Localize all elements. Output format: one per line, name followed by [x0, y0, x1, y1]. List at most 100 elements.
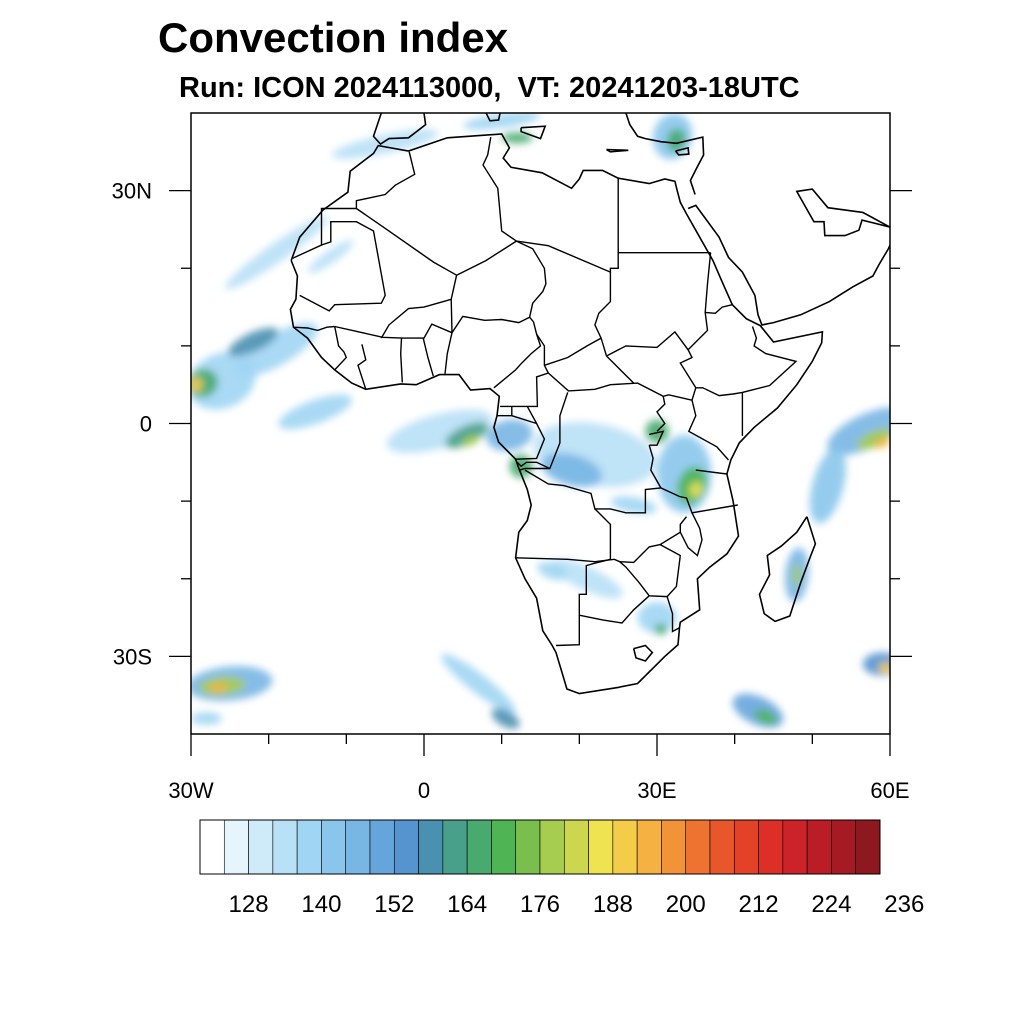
- country-border: [555, 508, 612, 647]
- coastline: [625, 113, 705, 195]
- colorbar-swatch: [612, 819, 638, 875]
- convection-patch: [486, 419, 533, 451]
- convection-patch: [235, 322, 318, 377]
- map-subtitle: Run: ICON 2024113000, VT: 20241203-18UTC: [179, 72, 800, 104]
- colorbar-label: 212: [739, 891, 779, 918]
- convection-patch: [537, 561, 567, 581]
- colorbar-swatch: [248, 819, 274, 875]
- country-border: [687, 387, 730, 461]
- colorbar-swatch: [223, 819, 249, 875]
- country-border: [648, 445, 738, 514]
- country-border: [500, 333, 550, 408]
- colorbar-swatch: [709, 819, 735, 875]
- convection-patch: [551, 559, 623, 599]
- country-border: [594, 272, 612, 357]
- convection-patch: [654, 623, 668, 635]
- colorbar-swatch: [369, 819, 395, 875]
- country-border: [547, 372, 664, 397]
- convection-patch: [191, 712, 223, 725]
- country-border: [292, 207, 357, 259]
- coastline: [372, 113, 427, 146]
- convection-patch: [809, 447, 846, 524]
- convection-patch: [308, 240, 354, 274]
- convection-patch: [441, 653, 516, 714]
- convection-patch: [541, 453, 602, 488]
- axis-ticks: [169, 189, 912, 756]
- colorbar-swatch: [321, 819, 347, 875]
- country-border: [524, 469, 661, 514]
- colorbar-label: 176: [520, 891, 560, 918]
- convection-patch: [228, 327, 279, 357]
- country-border: [687, 312, 709, 351]
- colorbar-swatch: [442, 819, 468, 875]
- colorbar-label: 140: [301, 891, 341, 918]
- convection-patch: [754, 709, 777, 725]
- colorbar-swatch: [418, 819, 444, 875]
- convection-patch: [208, 682, 228, 693]
- country-border: [544, 337, 602, 366]
- coastline: [606, 148, 629, 153]
- colorbar-swatch: [539, 819, 565, 875]
- colorbar-swatch: [563, 819, 589, 875]
- colorbar-label: 224: [811, 891, 851, 918]
- colorbar-swatch: [491, 819, 517, 875]
- country-border: [656, 396, 666, 432]
- colorbar-swatch: [806, 819, 832, 875]
- coastline: [520, 125, 547, 140]
- colorbar-swatch: [636, 819, 662, 875]
- convection-patch: [386, 409, 493, 453]
- country-border: [515, 406, 546, 460]
- colorbar-label: 128: [229, 891, 269, 918]
- colorbar-label: 188: [593, 891, 633, 918]
- convection-patch: [637, 602, 677, 634]
- lat-tick-label: 30N: [112, 179, 152, 204]
- country-border: [695, 469, 727, 475]
- coastline: [758, 516, 817, 623]
- coastline: [795, 188, 890, 237]
- convection-patch: [461, 434, 480, 447]
- convection-patch: [856, 428, 890, 450]
- country-border: [334, 323, 453, 374]
- country-borders-layer: [292, 136, 798, 647]
- colorbar-swatch: [831, 819, 857, 875]
- colorbar-label: 236: [884, 891, 924, 918]
- colorbar-label: 152: [374, 891, 414, 918]
- convection-patch: [874, 437, 890, 449]
- coastline: [289, 133, 824, 695]
- country-border: [516, 461, 551, 470]
- convection-patch: [445, 422, 489, 449]
- country-border: [663, 394, 693, 401]
- country-border: [619, 543, 682, 598]
- colorbar: 128 140 152 164 176 188 200 212 224 236: [199, 819, 924, 918]
- country-border: [606, 330, 697, 389]
- country-border: [579, 595, 650, 624]
- lat-tick-label: 30S: [113, 644, 152, 669]
- country-border: [519, 392, 569, 471]
- country-border: [355, 151, 416, 209]
- lon-tick-label: 0: [418, 778, 430, 803]
- lat-tick-label: 0: [140, 412, 152, 437]
- country-border: [357, 344, 367, 390]
- colorbar-swatch: [393, 819, 419, 875]
- country-border: [399, 338, 403, 383]
- colorbar-swatch: [758, 819, 784, 875]
- colorbar-swatch: [272, 819, 298, 875]
- country-border: [679, 512, 703, 557]
- convection-patch: [667, 128, 686, 152]
- country-border: [704, 252, 733, 315]
- coastline-layer: [289, 113, 890, 695]
- coastline: [674, 146, 690, 156]
- convection-patch: [491, 708, 520, 729]
- colorbar-swatch: [199, 819, 225, 875]
- convection-patch: [331, 129, 439, 159]
- colorbar-frame: [199, 819, 881, 875]
- country-border: [666, 596, 680, 633]
- country-border: [422, 337, 434, 377]
- convection-patch: [827, 407, 890, 456]
- colorbar-swatch: [345, 819, 371, 875]
- coastline: [632, 644, 654, 662]
- country-border: [334, 326, 348, 371]
- convection-patch: [501, 132, 533, 144]
- colorbar-swatch: [466, 819, 492, 875]
- colorbar-label: 164: [447, 891, 487, 918]
